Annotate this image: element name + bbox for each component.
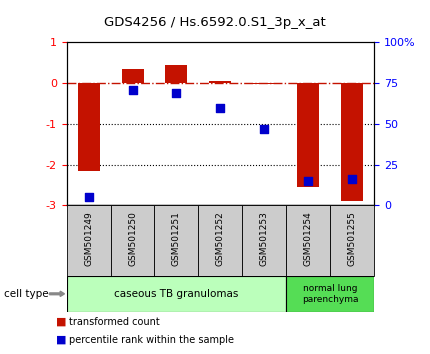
Bar bbox=[286, 276, 374, 312]
Text: GSM501252: GSM501252 bbox=[216, 211, 225, 266]
Point bbox=[349, 176, 356, 182]
Text: GSM501250: GSM501250 bbox=[128, 211, 137, 266]
Text: GDS4256 / Hs.6592.0.S1_3p_x_at: GDS4256 / Hs.6592.0.S1_3p_x_at bbox=[104, 16, 326, 29]
Bar bbox=[198, 205, 243, 276]
Point bbox=[261, 126, 268, 132]
Point bbox=[85, 194, 92, 200]
Bar bbox=[154, 205, 198, 276]
Bar bbox=[297, 83, 319, 187]
Text: percentile rank within the sample: percentile rank within the sample bbox=[69, 335, 234, 345]
Point bbox=[173, 90, 180, 96]
Point bbox=[305, 178, 312, 184]
Text: ■: ■ bbox=[56, 317, 66, 327]
Bar bbox=[67, 276, 286, 312]
Text: normal lung
parenchyma: normal lung parenchyma bbox=[302, 284, 359, 303]
Bar bbox=[341, 83, 363, 201]
Bar bbox=[286, 205, 330, 276]
Bar bbox=[253, 83, 275, 84]
Bar bbox=[209, 81, 231, 83]
Text: transformed count: transformed count bbox=[69, 317, 160, 327]
Point bbox=[217, 105, 224, 110]
Bar bbox=[166, 65, 187, 83]
Text: caseous TB granulomas: caseous TB granulomas bbox=[114, 289, 239, 299]
Text: GSM501253: GSM501253 bbox=[260, 211, 269, 266]
Bar bbox=[122, 69, 144, 83]
Bar bbox=[111, 205, 154, 276]
Text: cell type: cell type bbox=[4, 289, 49, 299]
Bar bbox=[67, 205, 111, 276]
Text: GSM501251: GSM501251 bbox=[172, 211, 181, 266]
Text: GSM501255: GSM501255 bbox=[347, 211, 356, 266]
Point bbox=[129, 87, 136, 92]
Text: GSM501254: GSM501254 bbox=[304, 211, 313, 266]
Bar bbox=[330, 205, 374, 276]
Text: ■: ■ bbox=[56, 335, 66, 345]
Bar bbox=[78, 83, 100, 171]
Text: GSM501249: GSM501249 bbox=[84, 211, 93, 266]
Bar bbox=[243, 205, 286, 276]
